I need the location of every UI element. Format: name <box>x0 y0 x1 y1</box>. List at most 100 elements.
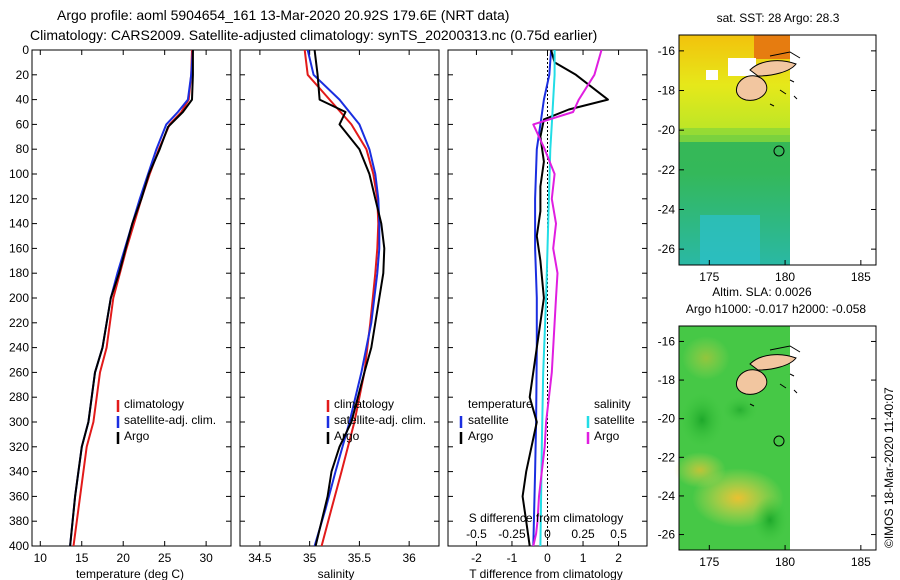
map-xtick-label: 185 <box>851 555 871 569</box>
salinity-legend: climatology satellite-adj. clim. Argo <box>326 397 426 444</box>
ytick-label: 260 <box>9 365 29 379</box>
map-ytick-label: -24 <box>658 202 676 216</box>
sla-map-ticks: 175 180 185 -16 -18 -20 -22 -24 -26 <box>658 334 876 569</box>
ytick-label: 360 <box>9 489 29 503</box>
legend-label-t-satellite: satellite <box>468 413 509 427</box>
legend-label-s-argo: Argo <box>594 429 620 443</box>
xtick-label: 10 <box>34 551 48 565</box>
x2tick-label: -0.5 <box>466 527 487 541</box>
fiji-reefs <box>769 51 801 107</box>
ytick-label: 340 <box>9 465 29 479</box>
salinity-axis-ticks: 34.5 35 35.5 36 <box>240 49 439 565</box>
series-line-satellite-adj-clim- <box>306 50 381 546</box>
sst-map-title: sat. SST: 28 Argo: 28.3 <box>717 11 840 25</box>
ytick-label: 280 <box>9 390 29 404</box>
ytick-label: 100 <box>9 167 29 181</box>
fiji-viti-levu <box>735 75 768 101</box>
legend-label-t-argo: Argo <box>468 429 494 443</box>
xtick-label: 20 <box>117 551 131 565</box>
difference-series <box>521 50 609 546</box>
figure-title-line2: Climatology: CARS2009. Satellite-adjuste… <box>30 27 597 43</box>
temperature-legend: climatology satellite-adj. clim. Argo <box>116 397 216 444</box>
sla-low-se <box>752 496 788 544</box>
sla-high-ne <box>682 336 730 380</box>
ytick-label: 240 <box>9 341 29 355</box>
series-line-argo <box>69 50 194 546</box>
sst-map-ticks: 175 180 185 -16 -18 -20 -22 -24 -26 <box>658 44 876 284</box>
ytick-label: 80 <box>16 142 30 156</box>
map-ytick-label: -20 <box>658 412 676 426</box>
series-line-satellite-adj-clim- <box>69 50 194 546</box>
legend-title-temperature: temperature <box>468 397 533 411</box>
sst-no-data <box>790 35 876 265</box>
map-ytick-label: -26 <box>658 242 676 256</box>
map-ytick-label: -18 <box>658 84 676 98</box>
ytick-label: 60 <box>16 117 30 131</box>
map-ytick-label: -20 <box>658 123 676 137</box>
temperature-series <box>69 50 194 546</box>
map-ytick-label: -18 <box>658 373 676 387</box>
legend-label-climatology: climatology <box>124 397 184 411</box>
x2tick-label: -0.25 <box>498 527 526 541</box>
xtick-label: 35 <box>303 551 317 565</box>
ytick-label: 180 <box>9 266 29 280</box>
xtick-label: 35.5 <box>348 551 372 565</box>
ytick-label: 300 <box>9 415 29 429</box>
ytick-label: 400 <box>9 539 29 553</box>
fiji-viti-levu <box>735 369 768 395</box>
temperature-panel-frame <box>31 49 232 547</box>
profile-location-marker <box>773 145 785 157</box>
difference-xlabel: T difference from climatology <box>469 567 623 580</box>
ytick-label: 120 <box>9 192 29 206</box>
sla-map-frame <box>678 325 877 551</box>
map-ytick-label: -22 <box>658 163 676 177</box>
difference-legend: temperature satellite Argo salinity sate… <box>459 397 635 444</box>
map-xtick-label: 180 <box>775 270 795 284</box>
series-line-salinity-satellite <box>539 50 556 546</box>
series-line-argo <box>313 50 386 546</box>
xtick-label: 2 <box>615 551 622 565</box>
ytick-label: 160 <box>9 241 29 255</box>
sst-cloud-gap <box>706 70 718 80</box>
map-ytick-label: -24 <box>658 489 676 503</box>
sst-field-cool-patch <box>700 215 760 265</box>
series-line-climatology <box>303 50 380 546</box>
map-ytick-label: -26 <box>658 528 676 542</box>
sst-cloud-gap <box>728 58 756 76</box>
ytick-label: 0 <box>22 43 29 57</box>
legend-label-climatology: climatology <box>334 397 394 411</box>
ytick-label: 380 <box>9 514 29 528</box>
legend-label-s-satellite: satellite <box>594 413 635 427</box>
xtick-label: 30 <box>199 551 213 565</box>
temperature-axis-ticks: 10 15 20 25 30020406080100120140160180200220… <box>9 43 231 565</box>
legend-label-argo: Argo <box>334 429 360 443</box>
map-ytick-label: -22 <box>658 450 676 464</box>
sla-no-data <box>790 326 876 550</box>
temperature-xlabel: temperature (deg C) <box>76 567 184 580</box>
ytick-label: 320 <box>9 440 29 454</box>
xtick-label: -2 <box>471 551 482 565</box>
ytick-label: 40 <box>16 93 30 107</box>
x2tick-label: 0.5 <box>610 527 627 541</box>
map-xtick-label: 185 <box>851 270 871 284</box>
ytick-label: 140 <box>9 217 29 231</box>
fiji-vanua-levu <box>749 354 797 371</box>
sst-field-hot-patch <box>754 35 790 59</box>
map-ytick-label: -16 <box>658 334 676 348</box>
ytick-label: 200 <box>9 291 29 305</box>
difference-x2label: S difference from climatology <box>469 511 624 525</box>
imos-credit: ©IMOS 18-Mar-2020 11:40:07 <box>882 387 896 548</box>
series-line-temperature-argo <box>521 50 609 546</box>
legend-title-salinity: salinity <box>594 397 631 411</box>
series-line-climatology <box>72 50 193 546</box>
xtick-label: 1 <box>580 551 587 565</box>
sla-map-title-2: Argo h1000: -0.017 h2000: -0.058 <box>686 302 866 316</box>
fiji-vanua-levu <box>749 60 797 77</box>
profile-location-marker <box>773 435 785 447</box>
ytick-label: 220 <box>9 316 29 330</box>
xtick-label: 25 <box>158 551 172 565</box>
fiji-reefs <box>749 345 801 407</box>
xtick-label: 15 <box>75 551 89 565</box>
